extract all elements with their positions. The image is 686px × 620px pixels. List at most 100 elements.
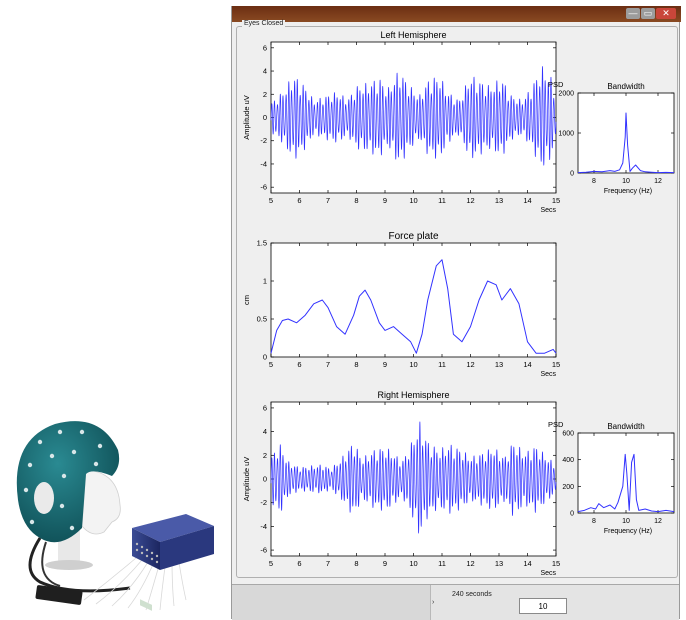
x-tick-label: 9	[383, 360, 387, 369]
x-tick-label: 9	[383, 559, 387, 568]
right-hemisphere-ylabel: Amplitude uV	[242, 457, 251, 502]
y-tick-label: 0	[570, 511, 574, 518]
x-tick-label: 11	[438, 196, 446, 205]
left-hemisphere-xlabel: Secs	[540, 207, 556, 214]
x-tick-label: 15	[552, 559, 560, 568]
minimize-button[interactable]: —	[626, 8, 640, 19]
left-bandwidth-ylabel: PSD	[548, 80, 564, 89]
left-bandwidth-series-line	[577, 112, 675, 174]
x-tick-label: 8	[354, 559, 358, 568]
y-tick-label: 200	[562, 484, 574, 491]
x-tick-label: 8	[592, 178, 596, 185]
x-tick-label: 12	[466, 559, 474, 568]
x-tick-label: 10	[409, 196, 417, 205]
x-tick-label: 10	[409, 360, 417, 369]
force-plate-series-line	[270, 259, 557, 354]
x-tick-label: 13	[495, 360, 503, 369]
y-tick-label: 1000	[558, 131, 574, 138]
x-tick-label: 8	[592, 518, 596, 525]
y-tick-label: 600	[562, 431, 574, 438]
y-tick-label: 2000	[558, 91, 574, 98]
right-bandwidth-axes	[577, 432, 675, 514]
x-tick-label: 8	[354, 196, 358, 205]
x-tick-label: 5	[269, 559, 273, 568]
status-panel	[232, 585, 431, 620]
y-tick-label: -2	[260, 498, 267, 507]
x-tick-label: 6	[297, 559, 301, 568]
y-tick-label: 2	[263, 90, 267, 99]
x-tick-label: 14	[523, 559, 531, 568]
group-label: Eyes Closed	[242, 20, 286, 27]
left-bandwidth-title: Bandwidth	[607, 82, 644, 91]
seconds-label: 240 seconds	[452, 591, 492, 598]
x-tick-label: 10	[622, 178, 630, 185]
right-hemisphere-title: Right Hemisphere	[377, 390, 449, 400]
right-hemisphere-xlabel: Secs	[540, 570, 556, 577]
x-tick-label: 9	[383, 196, 387, 205]
x-tick-label: 10	[622, 518, 630, 525]
y-tick-label: -2	[260, 136, 267, 145]
y-tick-label: -6	[260, 546, 267, 555]
x-tick-label: 11	[438, 559, 446, 568]
x-tick-label: 7	[326, 360, 330, 369]
y-tick-label: 0	[570, 171, 574, 178]
y-tick-label: 6	[263, 403, 267, 412]
x-tick-label: 13	[495, 559, 503, 568]
y-tick-label: -4	[260, 159, 267, 168]
x-tick-label: 14	[523, 360, 531, 369]
y-tick-label: 0	[263, 353, 267, 362]
right-bandwidth-chart: Bandwidth PSD Frequency (Hz) 8 10 12 0 200 400 60…	[548, 420, 675, 535]
status-bar: › 240 seconds 10	[232, 584, 679, 620]
x-tick-label: 6	[297, 360, 301, 369]
x-tick-label: 14	[523, 196, 531, 205]
x-tick-label: 12	[654, 178, 662, 185]
left-hemisphere-title: Left Hemisphere	[380, 30, 446, 40]
x-tick-label: 8	[354, 360, 358, 369]
x-tick-label: 12	[466, 360, 474, 369]
y-tick-label: 400	[562, 457, 574, 464]
y-tick-label: 2	[263, 451, 267, 460]
x-tick-label: 12	[654, 518, 662, 525]
expand-arrow-icon[interactable]: ›	[432, 599, 435, 606]
x-tick-label: 13	[495, 196, 503, 205]
eeg-viewer-window: — ▭ ✕ Eyes Closed Left Hemisphere Amplitu…	[231, 6, 681, 620]
y-tick-label: 0.5	[257, 315, 267, 324]
y-tick-label: 4	[263, 67, 267, 76]
right-bandwidth-ylabel: PSD	[548, 420, 564, 429]
x-tick-label: 11	[438, 360, 446, 369]
y-tick-label: -6	[260, 183, 267, 192]
force-plate-chart: Force plate cm Secs 5 6 7 8 9 10 11 12 13 14 15 0 0.5 1 1…	[242, 231, 560, 378]
y-tick-label: 0	[263, 475, 267, 484]
force-plate-ylabel: cm	[242, 295, 251, 305]
close-button[interactable]: ✕	[656, 8, 676, 19]
minimize-icon: —	[628, 8, 638, 18]
force-plate-title: Force plate	[388, 231, 438, 242]
right-bandwidth-title: Bandwidth	[607, 422, 644, 431]
left-hemisphere-series-line	[270, 66, 557, 166]
x-tick-label: 15	[552, 196, 560, 205]
eyes-closed-group	[236, 26, 678, 578]
x-tick-label: 10	[409, 559, 417, 568]
maximize-button[interactable]: ▭	[641, 8, 655, 19]
right-bandwidth-xlabel: Frequency (Hz)	[604, 528, 652, 535]
y-tick-label: 4	[263, 427, 267, 436]
right-hemisphere-series-line	[270, 421, 557, 534]
x-tick-label: 7	[326, 559, 330, 568]
y-tick-label: 1.5	[257, 239, 267, 248]
y-tick-label: -4	[260, 522, 267, 531]
left-bandwidth-axes	[577, 92, 675, 174]
right-hemisphere-chart: Right Hemisphere Amplitude uV Secs 5 6 7 8 9 10 1…	[242, 390, 560, 577]
left-bandwidth-chart: Bandwidth PSD Frequency (Hz) 8 10 12 0 1000 2000	[548, 80, 675, 195]
y-tick-label: 1	[263, 277, 267, 286]
x-tick-label: 15	[552, 360, 560, 369]
right-bandwidth-series-line	[577, 453, 675, 513]
left-hemisphere-chart: Left Hemisphere Amplitude uV Secs 5 6 7 8 9 10 11…	[242, 30, 560, 214]
x-tick-label: 5	[269, 360, 273, 369]
title-bar: — ▭ ✕	[232, 6, 681, 22]
x-tick-label: 7	[326, 196, 330, 205]
maximize-icon: ▭	[643, 8, 653, 18]
close-icon: ✕	[662, 8, 670, 18]
left-hemisphere-ylabel: Amplitude uV	[242, 95, 251, 140]
window-seconds-field[interactable]: 10	[519, 598, 567, 614]
